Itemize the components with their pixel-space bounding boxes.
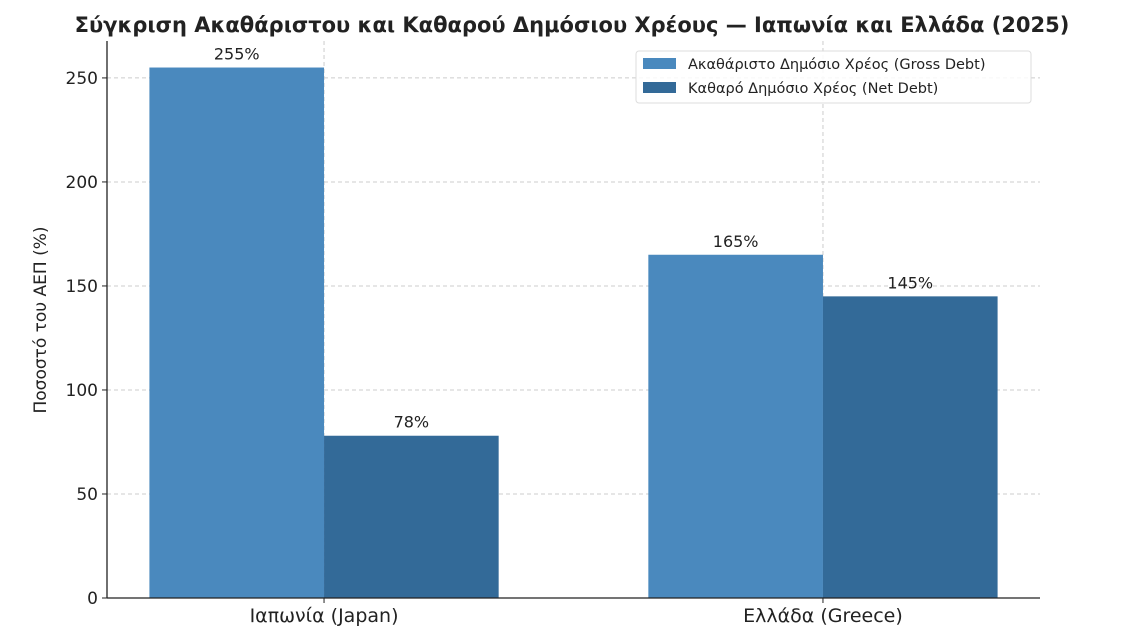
legend: Ακαθάριστο Δημόσιο Χρέος (Gross Debt) Καθ… (635, 50, 1032, 104)
legend-swatch (643, 58, 676, 69)
y-tick-label: 50 (76, 485, 98, 505)
y-tick-label: 150 (66, 277, 98, 297)
axes: 0 50 100 150 200 250 Ιαπωνία (Japan) Ελλάδα (Gr… (66, 41, 1040, 627)
data-label: 165% (713, 232, 759, 251)
legend-box (635, 50, 1032, 104)
y-tick-label: 250 (66, 69, 98, 89)
bar-gross (648, 254, 823, 598)
data-label: 78% (394, 413, 430, 432)
legend-swatch (643, 82, 676, 93)
data-label: 145% (887, 273, 933, 292)
y-axis-label: Ποσοστό του ΑΕΠ (%) (31, 226, 51, 413)
bar-net (822, 296, 998, 598)
chart-title: Σύγκριση Ακαθάριστου και Καθαρού Δημόσιο… (75, 13, 1070, 37)
x-tick-label: Ιαπωνία (Japan) (250, 605, 399, 627)
legend-label: Ακαθάριστο Δημόσιο Χρέος (Gross Debt) (688, 57, 985, 73)
bars: 255% 165% 78% 145% (149, 45, 998, 599)
y-tick-label: 100 (66, 381, 98, 401)
y-tick-label: 0 (87, 589, 98, 609)
y-tick-label: 200 (66, 173, 98, 193)
legend-label: Καθαρό Δημόσιο Χρέος (Net Debt) (688, 81, 938, 97)
x-tick-label: Ελλάδα (Greece) (743, 605, 903, 627)
bar-gross (149, 67, 325, 599)
bar-net (324, 435, 499, 598)
data-label: 255% (214, 45, 260, 64)
